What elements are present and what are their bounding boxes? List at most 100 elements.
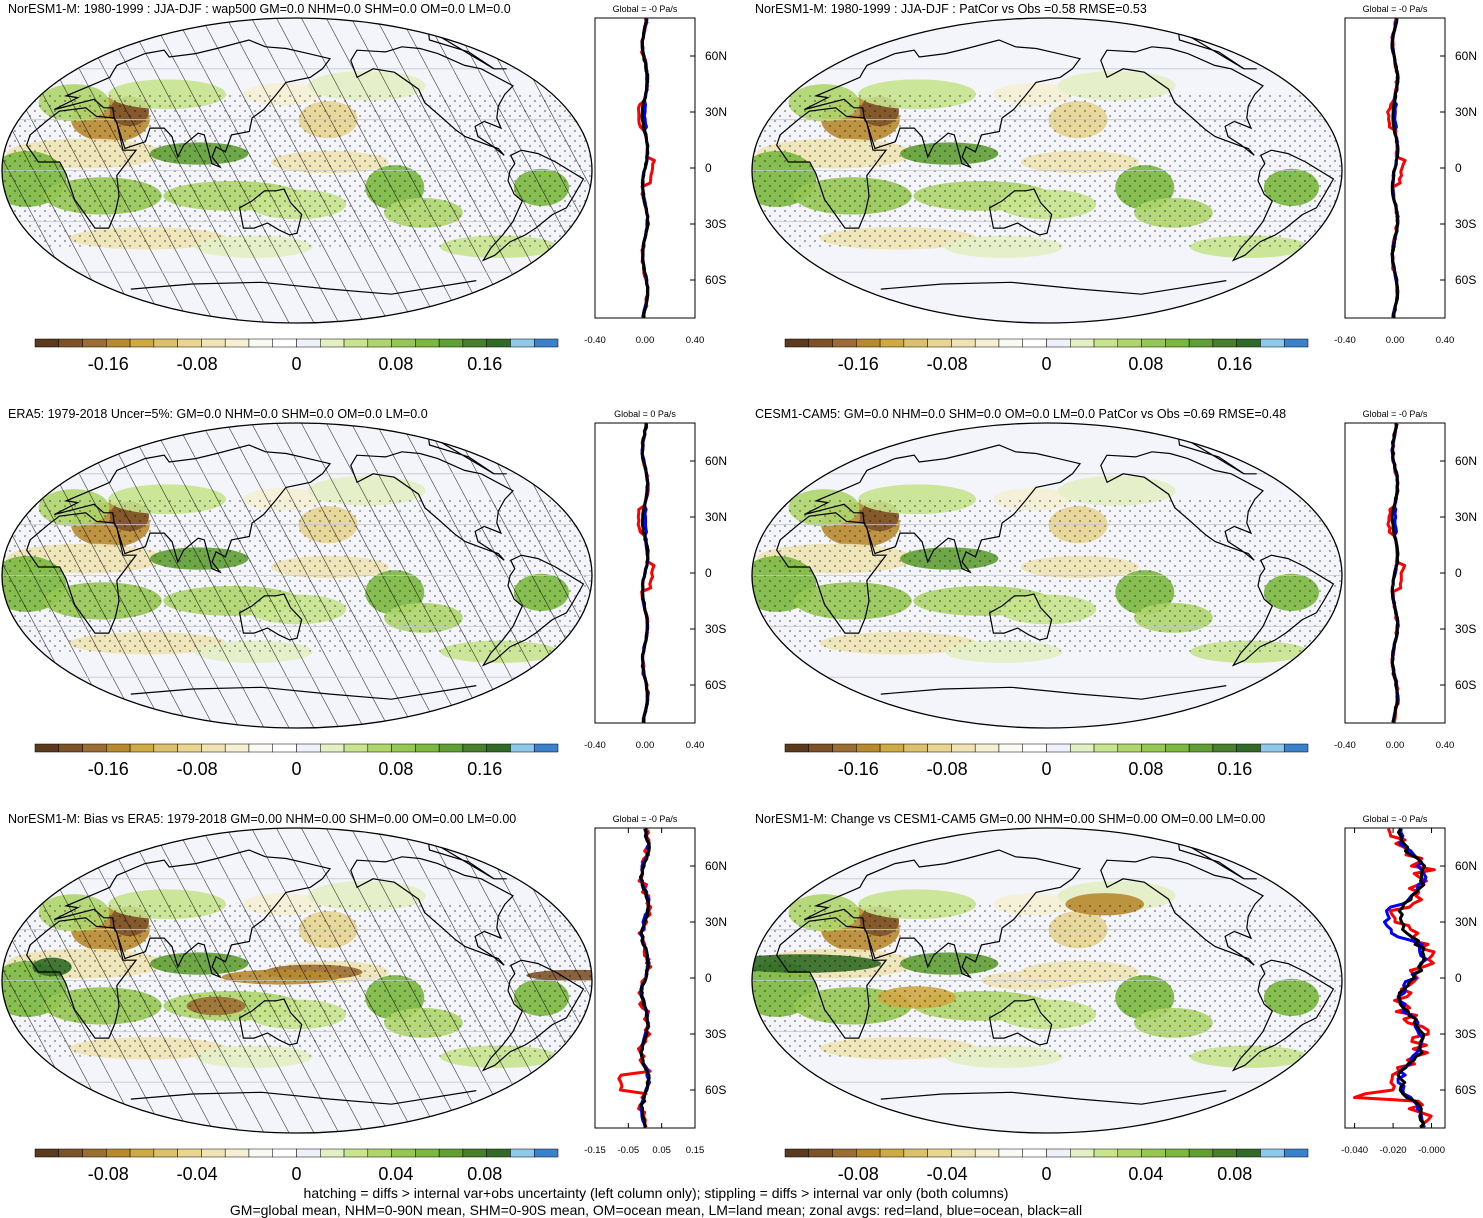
colorbar-swatch [832, 338, 857, 348]
coastline [238, 998, 303, 1046]
colorbar-swatch [1283, 743, 1309, 753]
colorbar-swatch [784, 338, 810, 348]
colorbar-swatch [320, 743, 345, 753]
colorbar-label: -0.04 [177, 1164, 218, 1184]
zonal-lat-label: 30N [705, 105, 727, 119]
colorbar-swatch [82, 338, 107, 348]
colorbar-swatch [1260, 743, 1285, 753]
panel-title: NorESM1-M: Bias vs ERA5: 1979-2018 GM=0.… [8, 812, 516, 826]
zonal-lat-label: 60N [705, 49, 727, 63]
colorbar-swatch [224, 338, 250, 348]
panel-title: CESM1-CAM5: GM=0.0 NHM=0.0 SHM=0.0 OM=0.… [755, 407, 1286, 421]
zonal-xtick-label: -0.40 [1334, 740, 1356, 751]
coastline [1231, 554, 1335, 667]
colorbar-swatch [1212, 743, 1237, 753]
zonal-xtick-label: -0.05 [618, 1145, 640, 1156]
colorbar-swatch [462, 743, 487, 753]
coastline [776, 107, 888, 229]
colorbar-swatch [951, 338, 976, 348]
zonal-line-all [640, 423, 650, 723]
colorbar-swatch [1117, 338, 1142, 348]
colorbar-swatch [998, 743, 1023, 753]
colorbar-label: 0.04 [378, 1164, 413, 1184]
colorbar-swatch [486, 743, 511, 753]
colorbar-swatch [343, 743, 369, 753]
colorbar-swatch [391, 338, 416, 348]
coastline [54, 849, 332, 979]
colorbar-swatch [1117, 1148, 1142, 1158]
colorbar-swatch [153, 338, 178, 348]
colorbar-swatch [201, 1148, 226, 1158]
coastline [350, 451, 514, 561]
colorbar-swatch [153, 1148, 178, 1158]
zonal-lat-label: 30N [705, 915, 727, 929]
colorbar-swatch [34, 743, 60, 753]
colorbar-swatch [82, 1148, 107, 1158]
colorbar-label: -0.08 [838, 1164, 879, 1184]
coastline [481, 959, 585, 1072]
colorbar-swatch [1260, 338, 1285, 348]
footer-line-2: GM=global mean, NHM=0-90N mean, SHM=0-90… [230, 1202, 1082, 1218]
colorbar-swatch [391, 1148, 416, 1158]
colorbar-swatch [224, 743, 250, 753]
colorbar-swatch [201, 743, 226, 753]
colorbar-swatch [1165, 1148, 1190, 1158]
colorbar-swatch [951, 1148, 976, 1158]
zonal-title: Global = 0 Pa/s [614, 409, 676, 419]
colorbar-swatch [415, 1148, 440, 1158]
colorbar-swatch [34, 338, 60, 348]
zonal-lat-label: 30N [1455, 105, 1477, 119]
colorbar-swatch [533, 338, 559, 348]
colorbar-swatch [367, 1148, 392, 1158]
colorbar-swatch [58, 743, 83, 753]
colorbar-label: 0 [291, 354, 301, 374]
zonal-lat-label: 0 [705, 566, 712, 580]
colorbar-swatch [224, 1148, 250, 1158]
coastline [804, 39, 1082, 169]
colorbar: -0.08 -0.04 0 0.04 0.08 [784, 1148, 1309, 1184]
zonal-title: Global = -0 Pa/s [613, 814, 678, 824]
colorbar: -0.16 -0.08 0 0.08 0.16 [34, 338, 559, 374]
colorbar-swatch [1070, 743, 1095, 753]
colorbar-swatch [296, 338, 321, 348]
coastline [988, 998, 1053, 1046]
zonal-lat-label: 0 [705, 161, 712, 175]
colorbar-swatch [927, 338, 952, 348]
zonal-mean-plot: Global = -0 Pa/s -0.40 0.00 0.40 60N 30N 0 30S 6… [1334, 409, 1477, 751]
zonal-lat-label: 30N [1455, 915, 1477, 929]
colorbar-swatch [106, 743, 131, 753]
colorbar-swatch [1022, 743, 1047, 753]
colorbar-swatch [832, 743, 857, 753]
zonal-xtick-label: 0.00 [1386, 740, 1405, 751]
panel-p1: NorESM1-M: 1980-1999 : JJA-DJF : wap500 … [1, 2, 727, 374]
zonal-line-all [640, 18, 650, 318]
map-border [1, 827, 593, 1134]
colorbar-swatch [415, 338, 440, 348]
colorbar-swatch [58, 1148, 83, 1158]
zonal-lat-label: 0 [1455, 566, 1462, 580]
zonal-xtick-label: 0.00 [1386, 335, 1405, 346]
colorbar-swatch [320, 338, 345, 348]
colorbar-label: -0.16 [838, 354, 879, 374]
coastline [804, 444, 1082, 574]
zonal-xtick-label: 0.40 [1436, 740, 1455, 751]
coastline [54, 39, 332, 169]
colorbar-swatch [1022, 338, 1047, 348]
colorbar-swatch [129, 338, 155, 348]
panel-title: NorESM1-M: 1980-1999 : JJA-DJF : wap500 … [8, 2, 511, 16]
coastline [238, 593, 303, 641]
zonal-lat-label: 0 [1455, 161, 1462, 175]
colorbar-swatch [1188, 743, 1214, 753]
colorbar-label: 0 [1041, 759, 1051, 779]
zonal-xtick-label: 0.00 [636, 740, 655, 751]
colorbar-swatch [486, 338, 511, 348]
zonal-lat-label: 60N [1455, 454, 1477, 468]
zonal-lat-label: 60N [1455, 49, 1477, 63]
zonal-lat-label: 30S [1455, 217, 1476, 231]
zonal-lat-label: 60S [705, 273, 726, 287]
coastline [350, 46, 514, 156]
colorbar-swatch [856, 1148, 881, 1158]
zonal-xtick-label: 0.40 [1436, 335, 1455, 346]
colorbar-swatch [415, 743, 440, 753]
